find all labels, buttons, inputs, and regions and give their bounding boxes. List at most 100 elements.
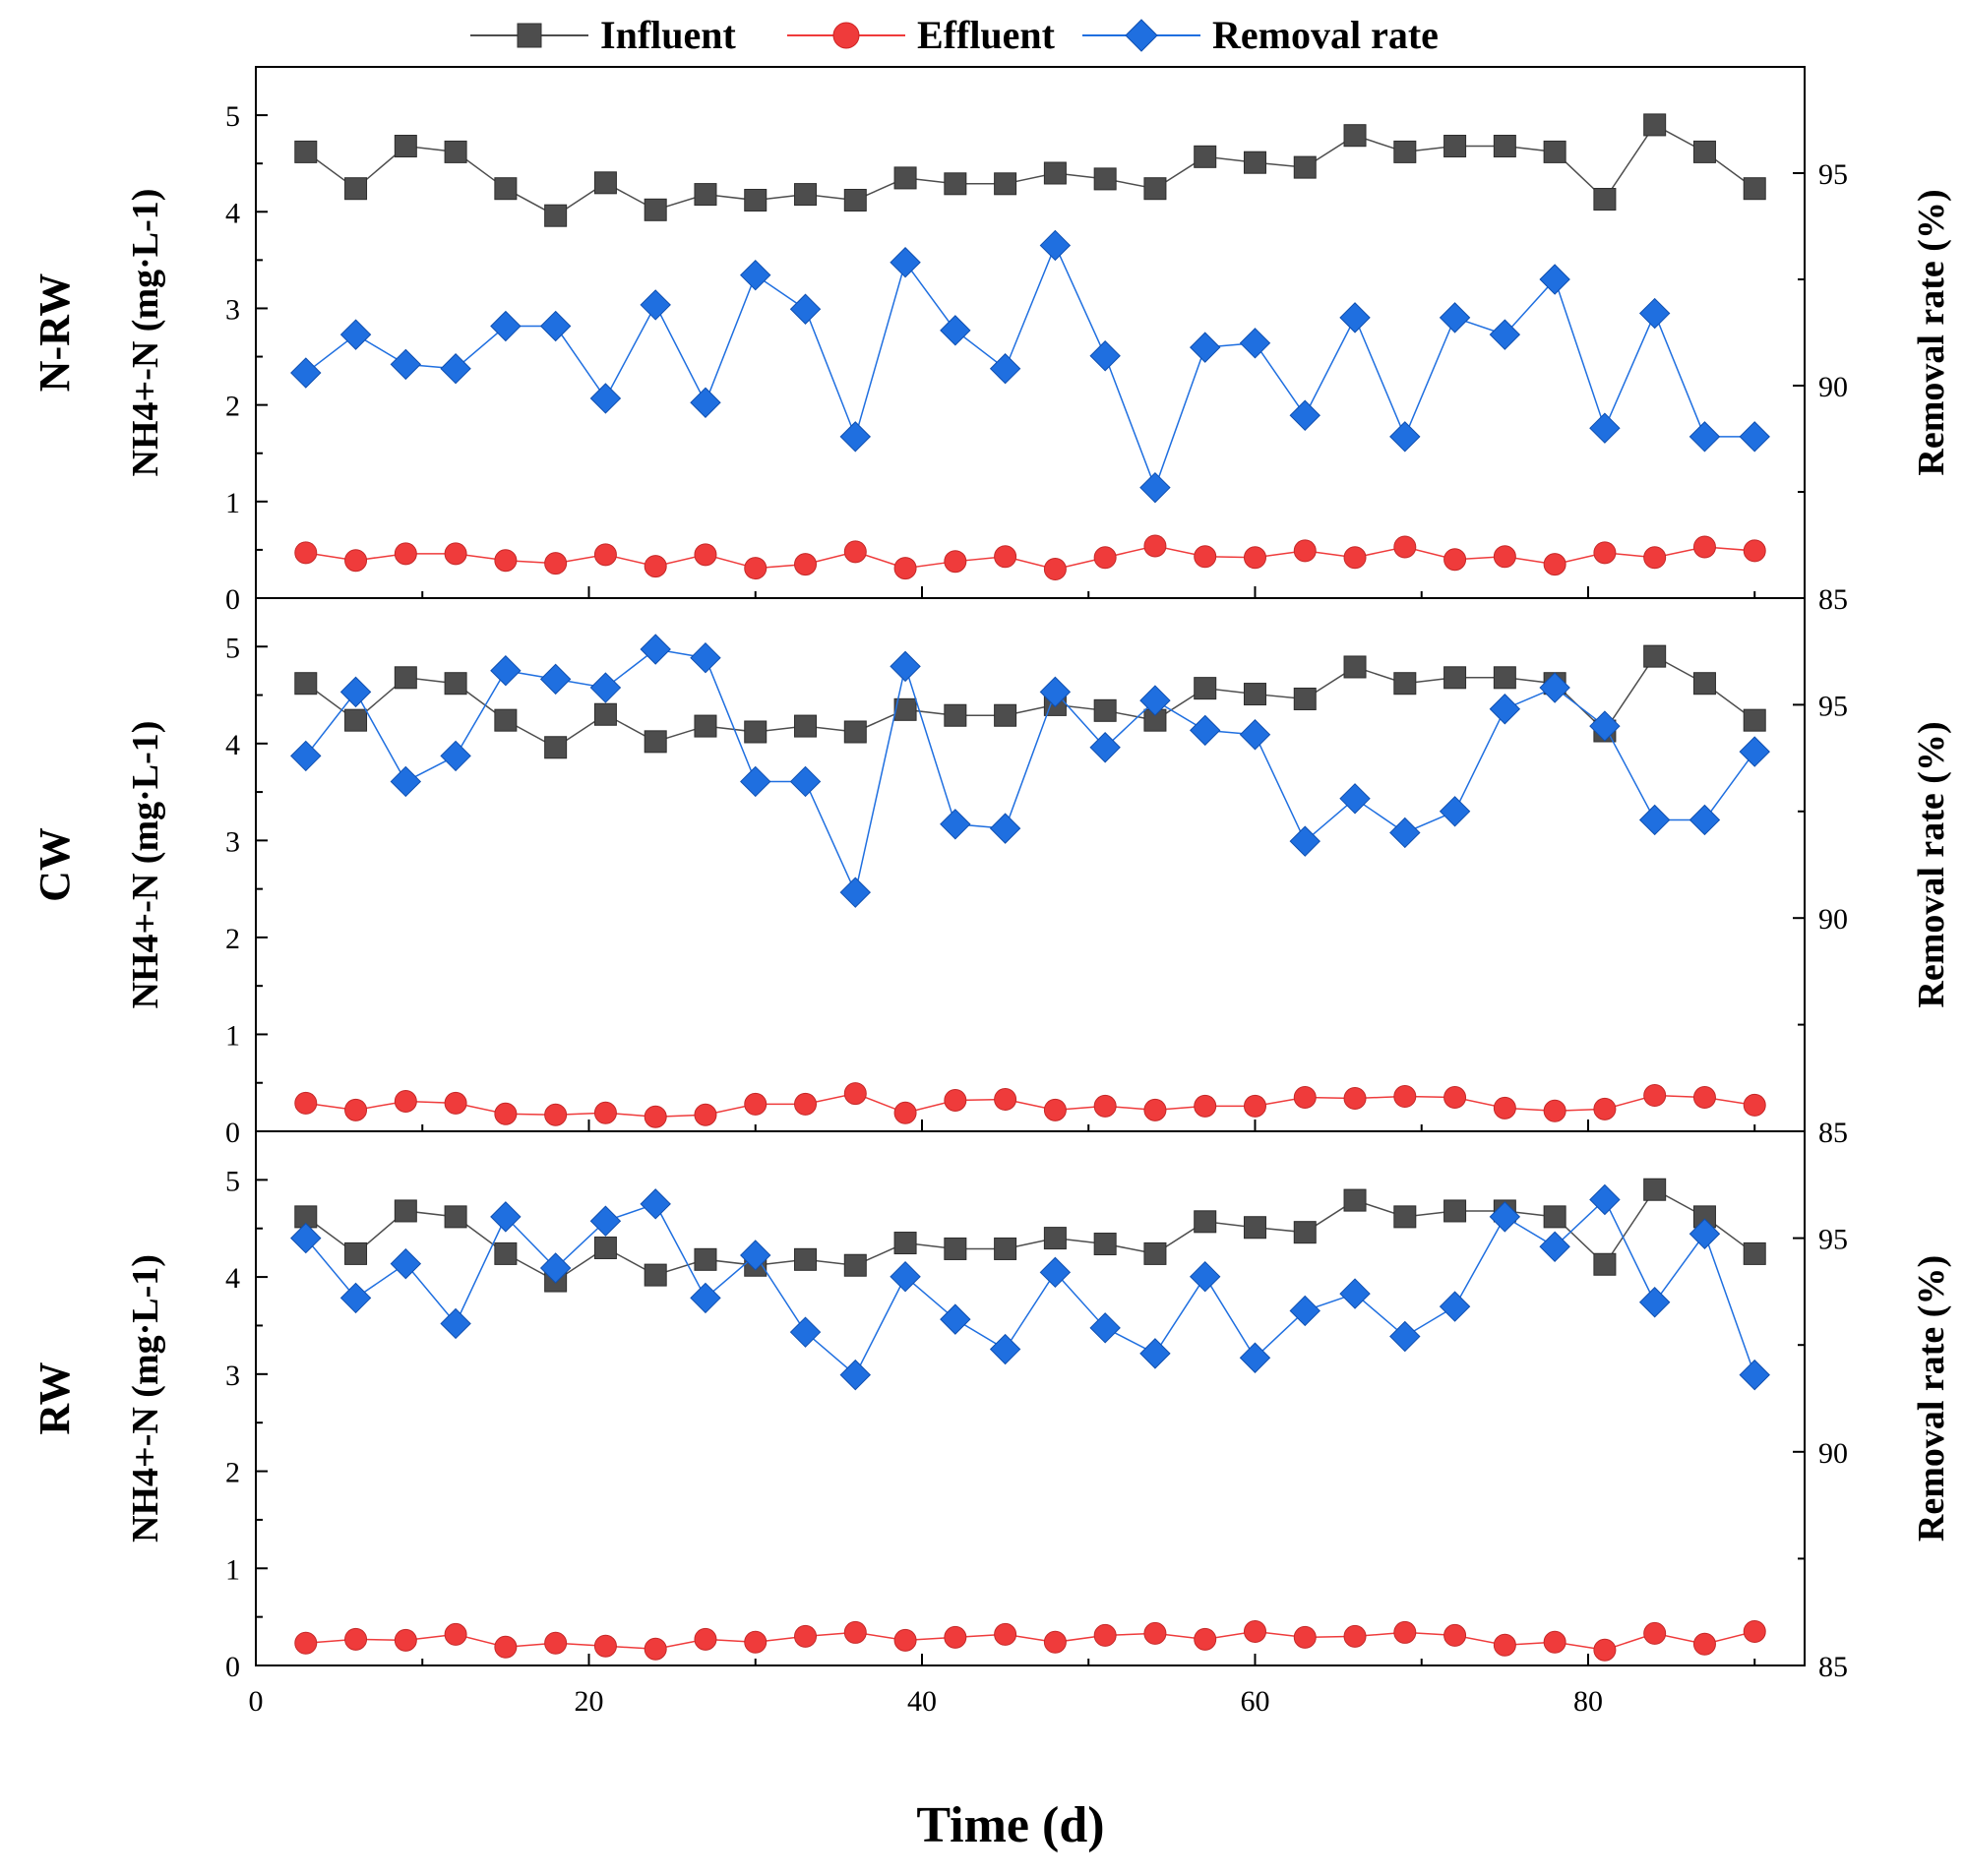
panel-3-influent-point xyxy=(944,1237,967,1260)
panel-3-effluent-point xyxy=(544,1631,568,1655)
panel-3-removal-line xyxy=(305,1198,1755,1376)
panel-2-removal-point xyxy=(740,765,771,798)
panel-1-effluent-line xyxy=(305,545,1755,571)
panel-3-effluent-point xyxy=(444,1622,467,1646)
panel-2-removal-point xyxy=(1638,804,1671,836)
panel-2-removal-point xyxy=(290,740,322,772)
panel-1-influent-point xyxy=(1194,145,1217,168)
panel-2-effluent-point xyxy=(1543,1099,1566,1122)
panel-1-influent-point xyxy=(893,166,917,190)
panel-3-effluent-point xyxy=(1043,1630,1067,1654)
panel-1-effluent-point xyxy=(744,557,768,580)
panel-1-left-tick-label: 4 xyxy=(225,197,240,229)
panel-1-removal-point xyxy=(1039,229,1072,262)
panel-3-effluent-point xyxy=(1194,1627,1217,1651)
panel-2-influent-line xyxy=(305,655,1755,749)
panel-3-effluent-point xyxy=(944,1625,967,1649)
panel-1-removal-point xyxy=(339,319,372,350)
panel-2-effluent-point xyxy=(1743,1093,1766,1117)
panel-2-effluent-point xyxy=(1093,1094,1117,1118)
panel-2-influent-point xyxy=(544,736,568,759)
panel-3-right-axis-title: Removal rate (%) xyxy=(1911,1255,1952,1542)
panel-3-removal-point xyxy=(740,1240,771,1271)
panel-2-removal-point xyxy=(539,663,572,696)
panel-1-removal-point xyxy=(989,353,1021,385)
panel-3-removal-point xyxy=(890,1260,921,1293)
panel-2-removal-point xyxy=(390,765,422,798)
panel-3-effluent-point xyxy=(794,1624,818,1648)
panel-3-effluent-point xyxy=(694,1627,717,1651)
x-axis-title: Time (d) xyxy=(916,1797,1104,1853)
panel-2-removal-point xyxy=(989,813,1021,844)
panel-2-effluent-point xyxy=(744,1092,768,1116)
panel-1-removal-point xyxy=(290,357,322,389)
panel-2-effluent-point xyxy=(1493,1096,1516,1120)
panel-1-effluent-point xyxy=(1343,546,1367,570)
panel-3-removal-point xyxy=(1689,1218,1721,1249)
panel-1-left-tick-label: 3 xyxy=(225,293,240,326)
panel-3-removal-point xyxy=(1489,1201,1521,1233)
panel-1-influent-point xyxy=(494,177,518,201)
panel-1-effluent-point xyxy=(1743,539,1766,563)
panel-2-effluent-point xyxy=(1194,1094,1217,1118)
panel-1-influent-point xyxy=(1743,177,1766,201)
panel-1-effluent-point xyxy=(944,550,967,574)
panel-1-right-tick-label: 95 xyxy=(1818,158,1848,191)
panel-3-effluent-point xyxy=(644,1637,667,1661)
panel-3-influent-point xyxy=(1093,1233,1117,1256)
panel-1-removal-point xyxy=(1190,332,1221,363)
panel-1-removal-point xyxy=(1539,264,1570,295)
panel-1-effluent-point xyxy=(1692,535,1716,559)
panel-3-influent-point xyxy=(794,1247,818,1271)
panel-3-influent-point xyxy=(893,1232,917,1255)
panel-3-effluent-point xyxy=(394,1628,417,1652)
panel-3-right-tick-label: 85 xyxy=(1818,1651,1848,1683)
panel-2-effluent-point xyxy=(843,1082,867,1106)
panel-3-influent-point xyxy=(1393,1205,1417,1229)
panel-2-influent-point xyxy=(1243,683,1266,706)
legend-marker-removal xyxy=(1125,19,1158,52)
panel-2-effluent-point xyxy=(1593,1097,1617,1120)
panel-1-removal-point xyxy=(640,289,671,321)
panel-2-removal-point xyxy=(490,655,522,687)
panel-2-right-axis-title: Removal rate (%) xyxy=(1911,721,1952,1007)
panel-1-removal-point xyxy=(390,348,422,381)
panel-1-influent-point xyxy=(794,183,818,207)
panel-2-influent-point xyxy=(1743,708,1766,732)
legend-marker-influent xyxy=(517,23,542,48)
panel-2-removal-point xyxy=(890,650,921,683)
panel-2-influent-point xyxy=(794,714,818,738)
panel-2-influent-point xyxy=(843,720,867,744)
panel-1-effluent-point xyxy=(994,545,1017,569)
panel-3-effluent-point xyxy=(294,1631,318,1655)
panel-2-removal-point xyxy=(789,765,822,798)
panel-3-left-tick-label: 1 xyxy=(225,1553,240,1586)
panel-3-effluent-point xyxy=(1593,1638,1617,1662)
panel-3-removal-point xyxy=(539,1252,572,1284)
panel-2-left-tick-label: 4 xyxy=(225,729,240,761)
panel-1-left-tick-label: 2 xyxy=(225,391,240,423)
panel-2-effluent-point xyxy=(644,1105,667,1128)
panel-2-effluent-point xyxy=(394,1089,417,1113)
x-tick-label: 0 xyxy=(249,1685,264,1718)
panel-2-influent-point xyxy=(394,666,417,690)
panel-1-removal-point xyxy=(1439,302,1471,333)
panel-1-removal-point xyxy=(1689,421,1721,453)
panel-2-effluent-point xyxy=(1293,1086,1317,1110)
panel-2-influent-point xyxy=(1194,677,1217,700)
panel-3-effluent-point xyxy=(344,1627,368,1651)
panel-2-influent-point xyxy=(1692,672,1716,696)
panel-3-influent-point xyxy=(1743,1241,1766,1265)
panel-3-influent-point xyxy=(1643,1178,1667,1201)
panel-1-influent-point xyxy=(1243,151,1266,174)
panel-3-influent-point xyxy=(994,1237,1017,1260)
panel-3-removal-point xyxy=(440,1307,471,1340)
panel-2-right-tick-label: 90 xyxy=(1818,903,1848,936)
panel-2-effluent-point xyxy=(1443,1086,1467,1110)
legend-marker-effluent xyxy=(832,22,860,49)
panel-3-removal-point xyxy=(1289,1295,1320,1327)
panel-2-effluent-point xyxy=(544,1103,568,1126)
panel-1-effluent-point xyxy=(394,542,417,566)
panel-2-frame xyxy=(255,597,1806,1132)
panel-3-influent-point xyxy=(494,1241,518,1265)
